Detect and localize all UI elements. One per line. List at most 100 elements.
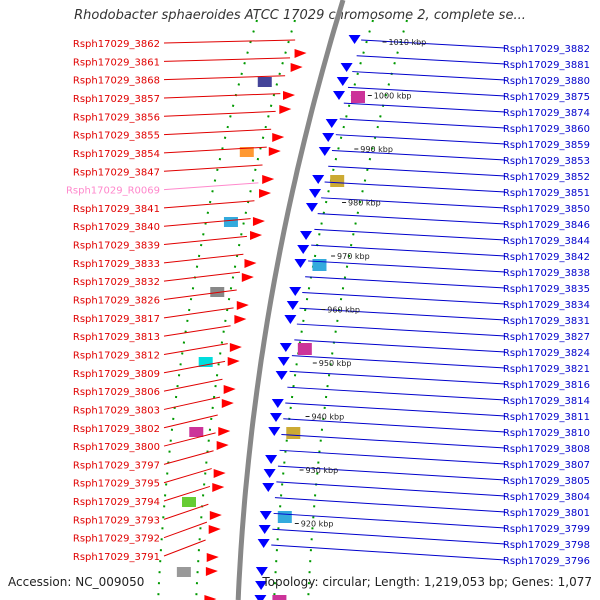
gene-label-left[interactable]: Rsph17029_3792 [73, 534, 160, 545]
forward-gene-arrow[interactable] [227, 357, 240, 366]
gene-block[interactable] [286, 427, 301, 439]
gene-label-right[interactable]: Rsph17029_3850 [503, 204, 590, 215]
forward-gene-arrow[interactable] [223, 385, 236, 394]
reverse-gene-arrow[interactable] [255, 581, 268, 590]
forward-gene-arrow[interactable] [236, 301, 249, 310]
reverse-gene-arrow[interactable] [271, 399, 284, 408]
gene-label-left[interactable]: Rsph17029_3802 [73, 424, 160, 435]
reverse-gene-arrow[interactable] [333, 91, 346, 100]
forward-gene-arrow[interactable] [234, 315, 247, 324]
reverse-gene-arrow[interactable] [325, 119, 338, 128]
gene-label-right[interactable]: Rsph17029_3852 [503, 172, 590, 183]
reverse-gene-arrow[interactable] [300, 231, 313, 240]
forward-gene-arrow[interactable] [290, 63, 303, 72]
forward-gene-arrow[interactable] [209, 511, 222, 520]
forward-gene-arrow[interactable] [206, 553, 219, 562]
reverse-gene-arrow[interactable] [269, 413, 282, 422]
gene-label-right[interactable]: Rsph17029_3807 [503, 460, 590, 471]
gene-block[interactable] [176, 567, 191, 577]
gene-label-right[interactable]: Rsph17029_3811 [503, 412, 590, 423]
gene-label-right[interactable]: Rsph17029_3827 [503, 332, 590, 343]
forward-gene-arrow[interactable] [213, 469, 226, 478]
forward-gene-arrow[interactable] [272, 133, 285, 142]
gene-label-right[interactable]: Rsph17029_3821 [503, 364, 590, 375]
gene-label-right[interactable]: Rsph17029_3796 [503, 556, 590, 567]
forward-gene-arrow[interactable] [283, 91, 296, 100]
gene-label-right[interactable]: Rsph17029_3838 [503, 268, 590, 279]
reverse-gene-arrow[interactable] [318, 147, 331, 156]
reverse-gene-arrow[interactable] [265, 455, 278, 464]
gene-label-right[interactable]: Rsph17029_3853 [503, 156, 590, 167]
gene-label-right[interactable]: Rsph17029_3846 [503, 220, 590, 231]
forward-gene-arrow[interactable] [205, 567, 218, 576]
forward-gene-arrow[interactable] [229, 343, 242, 352]
gene-label-left[interactable]: Rsph17029_3797 [73, 460, 160, 471]
gene-label-right[interactable]: Rsph17029_3875 [503, 92, 590, 103]
gene-label-left[interactable]: Rsph17029_3794 [73, 497, 160, 508]
gene-label-left[interactable]: Rsph17029_3833 [73, 259, 160, 270]
gene-block[interactable] [272, 595, 287, 600]
reverse-gene-arrow[interactable] [305, 203, 318, 212]
gene-block[interactable] [277, 511, 292, 523]
gene-label-right[interactable]: Rsph17029_3834 [503, 300, 590, 311]
gene-label-right[interactable]: Rsph17029_3835 [503, 284, 590, 295]
gene-block[interactable] [223, 217, 238, 227]
gene-label-right[interactable]: Rsph17029_3798 [503, 540, 590, 551]
gene-label-right[interactable]: Rsph17029_3801 [503, 508, 590, 519]
reverse-gene-arrow[interactable] [294, 259, 307, 268]
gene-label-right[interactable]: Rsph17029_3808 [503, 444, 590, 455]
forward-gene-arrow[interactable] [244, 259, 257, 268]
gene-label-left[interactable]: Rsph17029_3841 [73, 204, 160, 215]
reverse-gene-arrow[interactable] [289, 287, 302, 296]
gene-label-right[interactable]: Rsph17029_3804 [503, 492, 590, 503]
reverse-gene-arrow[interactable] [277, 357, 290, 366]
forward-gene-arrow[interactable] [259, 189, 272, 198]
gene-label-left[interactable]: Rsph17029_R0069 [66, 186, 160, 197]
gene-label-right[interactable]: Rsph17029_3851 [503, 188, 590, 199]
gene-label-left[interactable]: Rsph17029_3855 [73, 131, 160, 142]
gene-label-right[interactable]: Rsph17029_3816 [503, 380, 590, 391]
gene-label-left[interactable]: Rsph17029_3817 [73, 314, 160, 325]
gene-label-right[interactable]: Rsph17029_3844 [503, 236, 590, 247]
reverse-gene-arrow[interactable] [312, 175, 325, 184]
gene-label-left[interactable]: Rsph17029_3861 [73, 57, 160, 68]
gene-label-left[interactable]: Rsph17029_3868 [73, 76, 160, 87]
reverse-gene-arrow[interactable] [348, 35, 361, 44]
reverse-gene-arrow[interactable] [336, 77, 349, 86]
gene-label-left[interactable]: Rsph17029_3862 [73, 39, 160, 50]
gene-label-left[interactable]: Rsph17029_3809 [73, 369, 160, 380]
forward-gene-arrow[interactable] [208, 525, 221, 534]
forward-gene-arrow[interactable] [216, 441, 229, 450]
gene-block[interactable] [198, 357, 213, 367]
gene-block[interactable] [210, 287, 225, 297]
reverse-gene-arrow[interactable] [254, 595, 267, 600]
gene-label-right[interactable]: Rsph17029_3874 [503, 108, 590, 119]
forward-gene-arrow[interactable] [252, 217, 265, 226]
reverse-gene-arrow[interactable] [309, 189, 322, 198]
gene-block[interactable] [182, 497, 197, 507]
reverse-gene-arrow[interactable] [297, 245, 310, 254]
reverse-gene-arrow[interactable] [279, 343, 292, 352]
reverse-gene-arrow[interactable] [322, 133, 335, 142]
gene-label-right[interactable]: Rsph17029_3860 [503, 124, 590, 135]
forward-gene-arrow[interactable] [212, 483, 225, 492]
gene-label-left[interactable]: Rsph17029_3800 [73, 442, 160, 453]
gene-label-right[interactable]: Rsph17029_3880 [503, 76, 590, 87]
forward-gene-arrow[interactable] [241, 273, 254, 282]
gene-label-left[interactable]: Rsph17029_3847 [73, 167, 160, 178]
gene-label-left[interactable]: Rsph17029_3806 [73, 387, 160, 398]
forward-gene-arrow[interactable] [221, 399, 234, 408]
gene-label-left[interactable]: Rsph17029_3839 [73, 241, 160, 252]
gene-label-right[interactable]: Rsph17029_3882 [503, 44, 590, 55]
reverse-gene-arrow[interactable] [263, 469, 276, 478]
forward-gene-arrow[interactable] [250, 231, 263, 240]
reverse-gene-arrow[interactable] [268, 427, 281, 436]
gene-block[interactable] [330, 175, 345, 187]
gene-label-right[interactable]: Rsph17029_3831 [503, 316, 590, 327]
gene-label-right[interactable]: Rsph17029_3805 [503, 476, 590, 487]
gene-block[interactable] [351, 91, 366, 103]
forward-gene-arrow[interactable] [262, 175, 275, 184]
gene-label-right[interactable]: Rsph17029_3859 [503, 140, 590, 151]
reverse-gene-arrow[interactable] [262, 483, 275, 492]
